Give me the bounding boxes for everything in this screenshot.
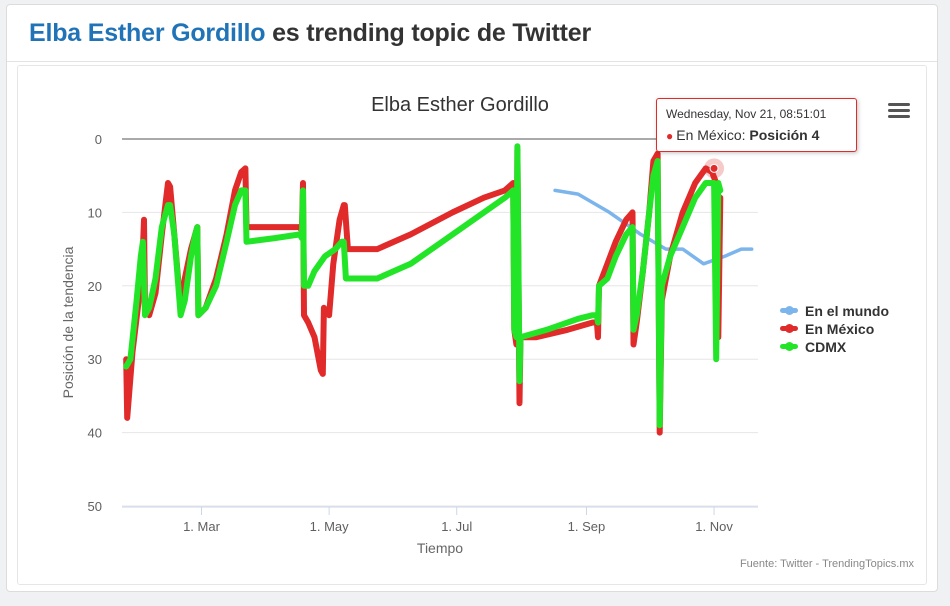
legend-item-cdmx[interactable]: CDMX — [780, 338, 920, 356]
chart-menu-button[interactable] — [884, 98, 914, 124]
headline-name[interactable]: Elba Esther Gordillo — [29, 19, 266, 47]
menu-bar-icon — [888, 115, 910, 118]
chart-card: 0 10 20 30 40 50 1. Mar 1. May 1. Jul 1. Sep 1. No… — [17, 65, 927, 585]
chart-credits[interactable]: Fuente: Twitter - TrendingTopics.mx — [739, 558, 914, 570]
y-tick-label: 0 — [95, 132, 102, 147]
x-tick-label: 1. May — [310, 519, 350, 534]
tooltip-line: ● En México: Posición 4 — [666, 127, 820, 143]
headline-rest: es trending topic de Twitter — [265, 19, 592, 47]
tooltip-series: En México — [676, 127, 742, 143]
chart-title: Elba Esther Gordillo — [371, 94, 549, 116]
legend-label: En el mundo — [805, 303, 889, 319]
legend-label: En México — [805, 321, 875, 337]
legend-dot-icon — [785, 342, 794, 351]
widget-panel: Elba Esther Gordillo es trending topic d… — [6, 4, 938, 592]
y-tick-label: 50 — [88, 499, 102, 514]
x-tick-label: 1. Mar — [183, 519, 221, 534]
legend-dot-icon — [785, 324, 794, 333]
legend-label: CDMX — [805, 339, 847, 355]
menu-bar-icon — [888, 103, 910, 106]
page-headline: Elba Esther Gordillo es trending topic d… — [29, 19, 591, 48]
headline-divider — [7, 61, 937, 62]
x-axis-title: Tiempo — [417, 540, 463, 556]
y-tick-label: 40 — [88, 426, 102, 441]
x-tick-label: 1. Sep — [568, 519, 606, 534]
legend-item-en-mexico[interactable]: En México — [780, 320, 920, 338]
tooltip-date: Wednesday, Nov 21, 08:51:01 — [666, 107, 827, 121]
trend-chart: 0 10 20 30 40 50 1. Mar 1. May 1. Jul 1. Sep 1. No… — [60, 94, 758, 556]
chart-tooltip: Wednesday, Nov 21, 08:51:01 ● En México: … — [656, 98, 857, 152]
chart-legend: En el mundo En México CDMX — [780, 302, 920, 356]
legend-dot-icon — [785, 306, 794, 315]
x-tick-label: 1. Nov — [695, 519, 733, 534]
highlight-point — [709, 163, 719, 173]
series-line-3 — [123, 143, 724, 429]
x-tick-label: 1. Jul — [441, 519, 472, 534]
y-tick-label: 10 — [88, 205, 102, 220]
tooltip-dot-icon: ● — [666, 129, 674, 143]
y-axis-title: Posición de la tendencia — [60, 246, 76, 398]
tooltip-value: Posición 4 — [749, 127, 820, 143]
y-tick-label: 30 — [88, 352, 102, 367]
y-tick-label: 20 — [88, 279, 102, 294]
menu-bar-icon — [888, 109, 910, 112]
legend-item-en-el-mundo[interactable]: En el mundo — [780, 302, 920, 320]
